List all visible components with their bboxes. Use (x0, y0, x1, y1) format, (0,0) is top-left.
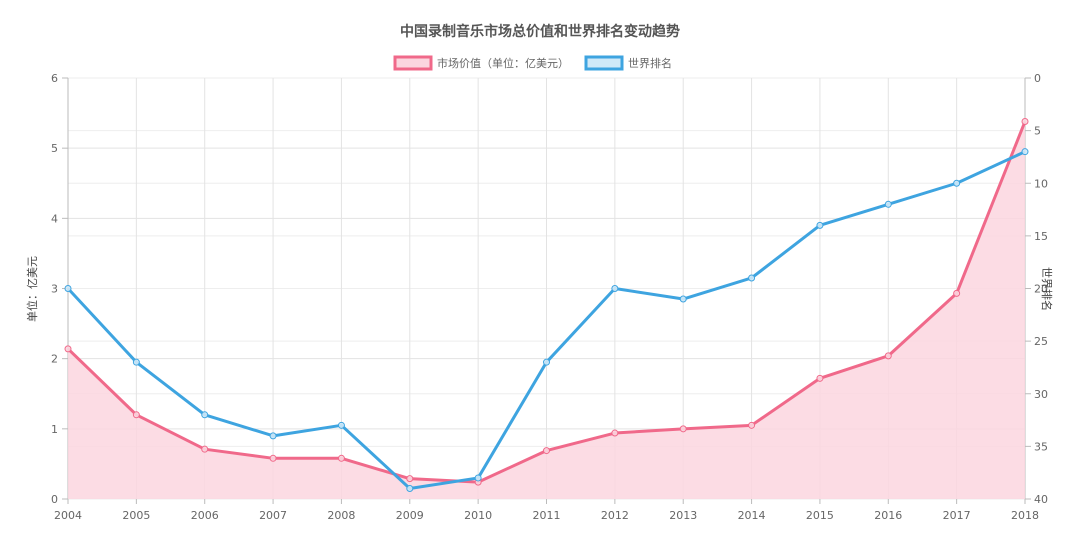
y-right-tick-label-5: 5 (1034, 125, 1041, 138)
legend-item-market-value[interactable]: 市场价值（单位：亿美元） (393, 55, 569, 71)
point-world-rank-2008 (337, 421, 345, 429)
point-world-rank-2007 (269, 432, 277, 440)
point-market-value-2004 (64, 345, 72, 353)
point-market-value-2018 (1021, 118, 1029, 126)
y-right-tick-label-15: 15 (1034, 230, 1048, 243)
y-left-tick-label-0: 0 (51, 493, 58, 506)
point-market-value-2005 (132, 411, 140, 419)
y-right-tick-label-20: 20 (1034, 283, 1048, 296)
x-tick-label-2006: 2006 (191, 509, 219, 522)
point-world-rank-2017 (953, 179, 961, 187)
point-world-rank-2016 (884, 200, 892, 208)
y-left-tick-label-3: 3 (51, 283, 58, 296)
y-axis-right: 0 5 10 15 20 25 30 35 40 (1025, 72, 1048, 506)
y-left-tick-label-4: 4 (51, 212, 58, 225)
point-world-rank-2015 (816, 221, 824, 229)
x-tick-label-2014: 2014 (738, 509, 766, 522)
area-market-value (68, 121, 1025, 500)
point-world-rank-2005 (132, 358, 140, 366)
y-right-tick-label-35: 35 (1034, 440, 1048, 453)
x-tick-label-2018: 2018 (1011, 509, 1039, 522)
legend-item-world-rank[interactable]: 世界排名 (584, 55, 672, 71)
y-right-tick-label-0: 0 (1034, 72, 1041, 85)
y-left-tick-label-6: 6 (51, 72, 58, 85)
point-world-rank-2014 (748, 274, 756, 282)
series-layer (64, 118, 1029, 500)
y-right-tick-label-10: 10 (1034, 177, 1048, 190)
y-left-tick-label-1: 1 (51, 423, 58, 436)
x-tick-label-2009: 2009 (396, 509, 424, 522)
point-market-value-2013 (679, 425, 687, 433)
point-market-value-2017 (953, 289, 961, 297)
x-tick-label-2013: 2013 (669, 509, 697, 522)
point-world-rank-2012 (611, 285, 619, 292)
legend-label-market-value: 市场价值（单位：亿美元） (437, 56, 569, 70)
y-left-tick-label-5: 5 (51, 142, 58, 155)
point-market-value-2016 (884, 352, 892, 360)
y-axis-right-title: 世界排名 (1040, 267, 1054, 311)
point-market-value-2014 (748, 421, 756, 429)
point-world-rank-2004 (64, 285, 72, 292)
point-world-rank-2009 (406, 484, 414, 492)
x-tick-label-2012: 2012 (601, 509, 629, 522)
x-axis: 2004 2005 2006 2007 2008 2009 2010 2011 2012 2013… (54, 499, 1039, 522)
y-right-tick-label-30: 30 (1034, 388, 1048, 401)
legend-label-world-rank: 世界排名 (628, 56, 672, 70)
point-market-value-2007 (269, 454, 277, 462)
x-tick-label-2011: 2011 (533, 509, 561, 522)
legend-swatch-world-rank (584, 55, 624, 71)
point-world-rank-2010 (474, 474, 482, 482)
legend: 市场价值（单位：亿美元） 世界排名 (393, 55, 672, 71)
x-tick-label-2008: 2008 (327, 509, 355, 522)
x-tick-label-2017: 2017 (943, 509, 971, 522)
x-tick-label-2010: 2010 (464, 509, 492, 522)
x-tick-label-2007: 2007 (259, 509, 287, 522)
y-right-tick-label-25: 25 (1034, 335, 1048, 348)
point-market-value-2009 (406, 475, 414, 483)
point-world-rank-2006 (201, 411, 209, 419)
x-tick-label-2015: 2015 (806, 509, 834, 522)
y-left-tick-label-2: 2 (51, 353, 58, 366)
x-tick-label-2016: 2016 (874, 509, 902, 522)
point-world-rank-2011 (543, 358, 550, 366)
point-world-rank-2018 (1021, 148, 1029, 156)
legend-swatch-market-value (393, 55, 433, 71)
point-market-value-2006 (201, 445, 209, 453)
point-market-value-2011 (543, 447, 550, 455)
point-world-rank-2013 (679, 295, 687, 303)
point-market-value-2012 (611, 429, 619, 437)
point-market-value-2015 (816, 374, 824, 382)
y-right-tick-label-40: 40 (1034, 493, 1048, 506)
x-tick-label-2004: 2004 (54, 509, 82, 522)
x-tick-label-2005: 2005 (122, 509, 150, 522)
point-market-value-2008 (337, 454, 345, 462)
chart-title: 中国录制音乐市场总价值和世界排名变动趋势 (400, 23, 680, 40)
y-axis-left-title: 单位：亿美元 (25, 256, 39, 322)
